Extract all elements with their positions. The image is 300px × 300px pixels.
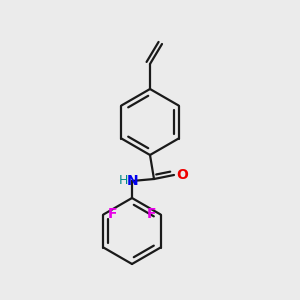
Text: F: F xyxy=(147,206,156,220)
Text: N: N xyxy=(127,174,139,188)
Text: O: O xyxy=(176,168,188,182)
Text: F: F xyxy=(108,206,117,220)
Text: H: H xyxy=(118,173,128,187)
